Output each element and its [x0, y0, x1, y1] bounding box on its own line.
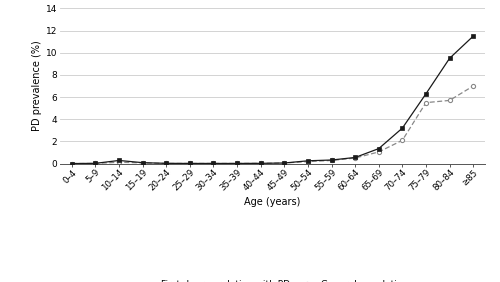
General population — [470, 84, 476, 88]
First-degree relative with PD — [163, 162, 169, 165]
First-degree relative with PD — [400, 126, 406, 130]
First-degree relative with PD — [69, 162, 75, 165]
Legend: First-degree relative with PD, General population: First-degree relative with PD, General p… — [133, 277, 412, 282]
First-degree relative with PD — [305, 159, 311, 162]
General population — [446, 99, 452, 102]
First-degree relative with PD — [140, 161, 145, 164]
General population — [400, 139, 406, 142]
General population — [258, 162, 264, 165]
X-axis label: Age (years): Age (years) — [244, 197, 300, 207]
General population — [116, 160, 122, 164]
First-degree relative with PD — [282, 161, 288, 165]
General population — [305, 160, 311, 163]
General population — [234, 162, 240, 165]
General population — [423, 101, 429, 104]
General population — [92, 162, 98, 165]
General population — [140, 161, 145, 165]
Line: First-degree relative with PD: First-degree relative with PD — [70, 34, 476, 166]
First-degree relative with PD — [258, 162, 264, 165]
General population — [210, 162, 216, 165]
General population — [163, 162, 169, 165]
First-degree relative with PD — [423, 92, 429, 95]
General population — [69, 162, 75, 165]
First-degree relative with PD — [234, 162, 240, 165]
General population — [376, 150, 382, 154]
General population — [328, 159, 334, 162]
Y-axis label: PD prevalence (%): PD prevalence (%) — [32, 41, 42, 131]
First-degree relative with PD — [376, 147, 382, 150]
First-degree relative with PD — [470, 34, 476, 38]
General population — [187, 162, 193, 165]
First-degree relative with PD — [446, 57, 452, 60]
First-degree relative with PD — [116, 159, 122, 162]
General population — [352, 156, 358, 160]
General population — [282, 161, 288, 165]
First-degree relative with PD — [210, 162, 216, 165]
Line: General population: General population — [70, 84, 476, 166]
First-degree relative with PD — [92, 162, 98, 165]
First-degree relative with PD — [187, 162, 193, 165]
First-degree relative with PD — [328, 158, 334, 162]
First-degree relative with PD — [352, 156, 358, 159]
